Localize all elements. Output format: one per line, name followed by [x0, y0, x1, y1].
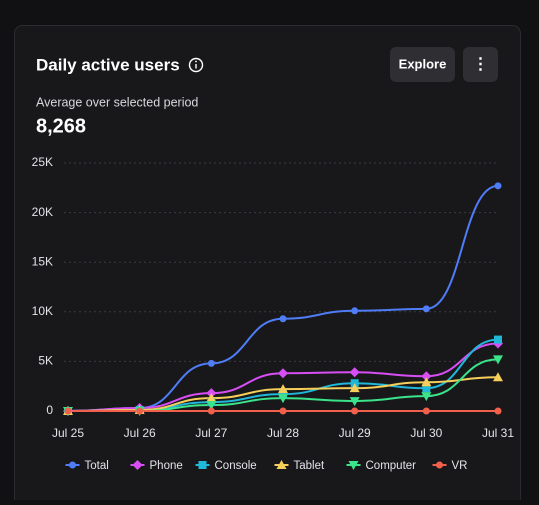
marker [348, 461, 359, 470]
marker [279, 315, 287, 323]
marker [493, 355, 503, 365]
marker [494, 182, 502, 190]
legend-item[interactable]: Total [65, 460, 109, 472]
explore-label[interactable]: Explore [399, 56, 447, 71]
legend-label: Phone [150, 460, 183, 472]
legend-item[interactable]: Computer [346, 460, 417, 472]
marker [69, 461, 76, 469]
marker [64, 407, 72, 415]
marker [207, 359, 215, 367]
chart-title: Daily active users [36, 55, 180, 74]
marker [198, 461, 207, 469]
marker [436, 461, 443, 469]
marker [279, 407, 287, 415]
legend-item[interactable]: Console [195, 460, 257, 472]
marker [206, 393, 217, 403]
marker [278, 368, 288, 379]
more-button[interactable] [463, 47, 498, 82]
marker [494, 335, 502, 344]
marker [278, 384, 288, 394]
x-tick-label: Jul 25 [52, 426, 84, 440]
legend-label: VR [452, 460, 468, 472]
x-tick-label: Jul 28 [267, 426, 299, 440]
legend-label: Total [85, 460, 109, 472]
explore-button[interactable] [390, 47, 455, 82]
marker [349, 383, 360, 393]
legend-item[interactable]: Phone [130, 460, 183, 472]
marker [351, 307, 359, 315]
y-tick-label: 5K [38, 354, 53, 368]
marker [207, 407, 215, 415]
subtitle: Average over selected period [36, 95, 198, 109]
x-tick-label: Jul 26 [124, 426, 156, 440]
marker [493, 372, 503, 382]
marker [136, 407, 144, 415]
y-tick-label: 10K [32, 304, 53, 318]
y-tick-label: 25K [32, 155, 53, 169]
marker [132, 460, 143, 470]
info-icon[interactable] [188, 57, 204, 73]
marker [278, 394, 288, 404]
marker [422, 407, 430, 415]
legend-label: Computer [366, 460, 417, 472]
legend-item[interactable]: Tablet [274, 460, 325, 472]
marker [421, 371, 432, 382]
marker [351, 407, 359, 415]
more-label[interactable]: ⋮ [473, 56, 489, 73]
y-tick-label: 15K [32, 254, 53, 268]
marker [494, 407, 502, 415]
marker [349, 367, 360, 378]
x-tick-label: Jul 29 [339, 426, 371, 440]
average-value: 8,268 [36, 115, 86, 137]
x-tick-label: Jul 31 [482, 426, 514, 440]
legend-label: Console [215, 460, 257, 472]
x-tick-label: Jul 27 [195, 426, 227, 440]
x-tick-label: Jul 30 [410, 426, 442, 440]
marker [206, 401, 217, 411]
legend-item[interactable]: VR [432, 460, 468, 472]
legend-label: Tablet [294, 460, 325, 472]
marker [422, 305, 430, 313]
y-tick-label: 20K [32, 205, 53, 219]
marker [421, 377, 432, 387]
y-tick-label: 0 [46, 403, 53, 417]
marker [349, 397, 360, 407]
marker [421, 392, 432, 402]
marker [276, 460, 287, 469]
